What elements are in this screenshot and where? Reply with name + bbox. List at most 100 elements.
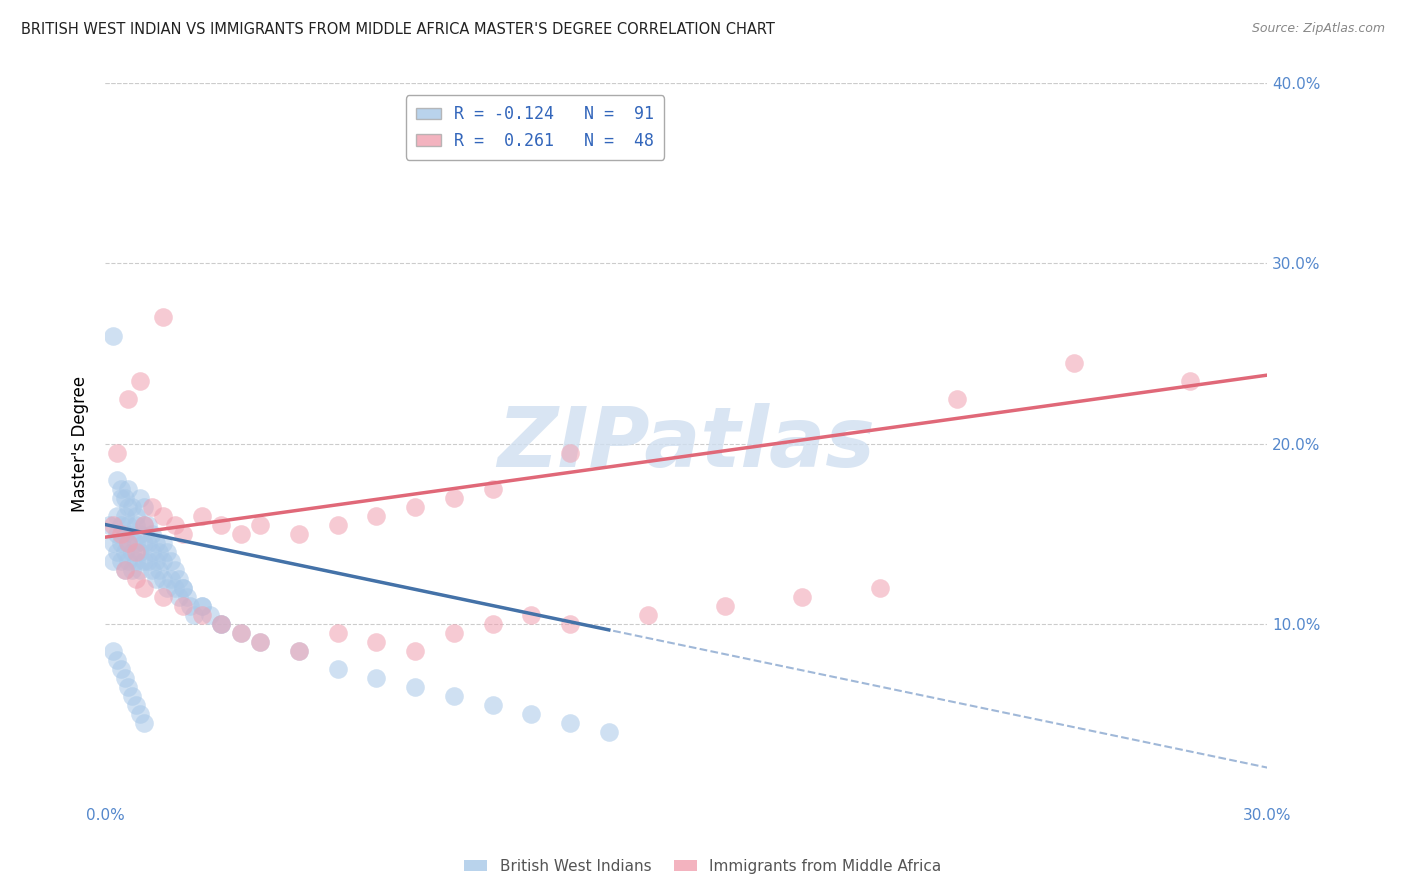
Y-axis label: Master's Degree: Master's Degree [72,376,89,512]
Point [558,616,581,631]
Point [946,392,969,406]
Point [249,517,271,532]
Point [132,553,155,567]
Point [136,535,159,549]
Point [209,616,232,631]
Point [129,563,152,577]
Point [191,599,214,613]
Point [141,544,163,558]
Point [101,535,124,549]
Point [191,508,214,523]
Point [598,724,620,739]
Point [172,526,194,541]
Point [249,634,271,648]
Point [125,544,148,558]
Point [114,563,136,577]
Point [101,553,124,567]
Point [121,526,143,541]
Point [152,572,174,586]
Point [191,607,214,622]
Point [105,526,128,541]
Point [288,643,311,657]
Point [163,563,186,577]
Point [105,652,128,666]
Point [160,553,183,567]
Point [366,634,388,648]
Point [172,581,194,595]
Point [110,553,132,567]
Point [558,445,581,459]
Point [129,491,152,505]
Point [145,553,167,567]
Point [105,544,128,558]
Point [105,508,128,523]
Point [152,310,174,325]
Point [209,616,232,631]
Point [110,517,132,532]
Point [110,526,132,541]
Point [110,662,132,676]
Point [141,526,163,541]
Point [209,616,232,631]
Point [125,553,148,567]
Point [443,689,465,703]
Point [141,563,163,577]
Point [152,535,174,549]
Point [520,706,543,721]
Point [121,500,143,514]
Point [132,581,155,595]
Point [125,517,148,532]
Point [129,706,152,721]
Point [288,643,311,657]
Point [125,572,148,586]
Point [125,508,148,523]
Point [129,544,152,558]
Point [249,634,271,648]
Point [136,553,159,567]
Point [443,491,465,505]
Point [148,544,170,558]
Point [117,517,139,532]
Point [114,491,136,505]
Point [443,625,465,640]
Point [129,526,152,541]
Point [558,715,581,730]
Point [404,643,426,657]
Point [148,563,170,577]
Point [114,544,136,558]
Point [288,526,311,541]
Point [326,517,349,532]
Point [714,599,737,613]
Point [481,482,503,496]
Point [132,517,155,532]
Point [179,599,201,613]
Point [129,374,152,388]
Point [110,491,132,505]
Point [152,508,174,523]
Point [156,581,179,595]
Point [156,544,179,558]
Point [229,625,252,640]
Legend: R = -0.124   N =  91, R =  0.261   N =  48: R = -0.124 N = 91, R = 0.261 N = 48 [406,95,665,160]
Point [132,715,155,730]
Point [481,698,503,712]
Point [117,535,139,549]
Point [404,500,426,514]
Point [101,328,124,343]
Point [101,517,124,532]
Point [136,517,159,532]
Legend: British West Indians, Immigrants from Middle Africa: British West Indians, Immigrants from Mi… [458,853,948,880]
Point [114,526,136,541]
Point [366,508,388,523]
Point [163,581,186,595]
Point [117,680,139,694]
Point [121,544,143,558]
Point [117,553,139,567]
Text: Source: ZipAtlas.com: Source: ZipAtlas.com [1251,22,1385,36]
Point [110,535,132,549]
Point [1178,374,1201,388]
Point [117,535,139,549]
Point [229,625,252,640]
Point [1063,355,1085,369]
Point [114,671,136,685]
